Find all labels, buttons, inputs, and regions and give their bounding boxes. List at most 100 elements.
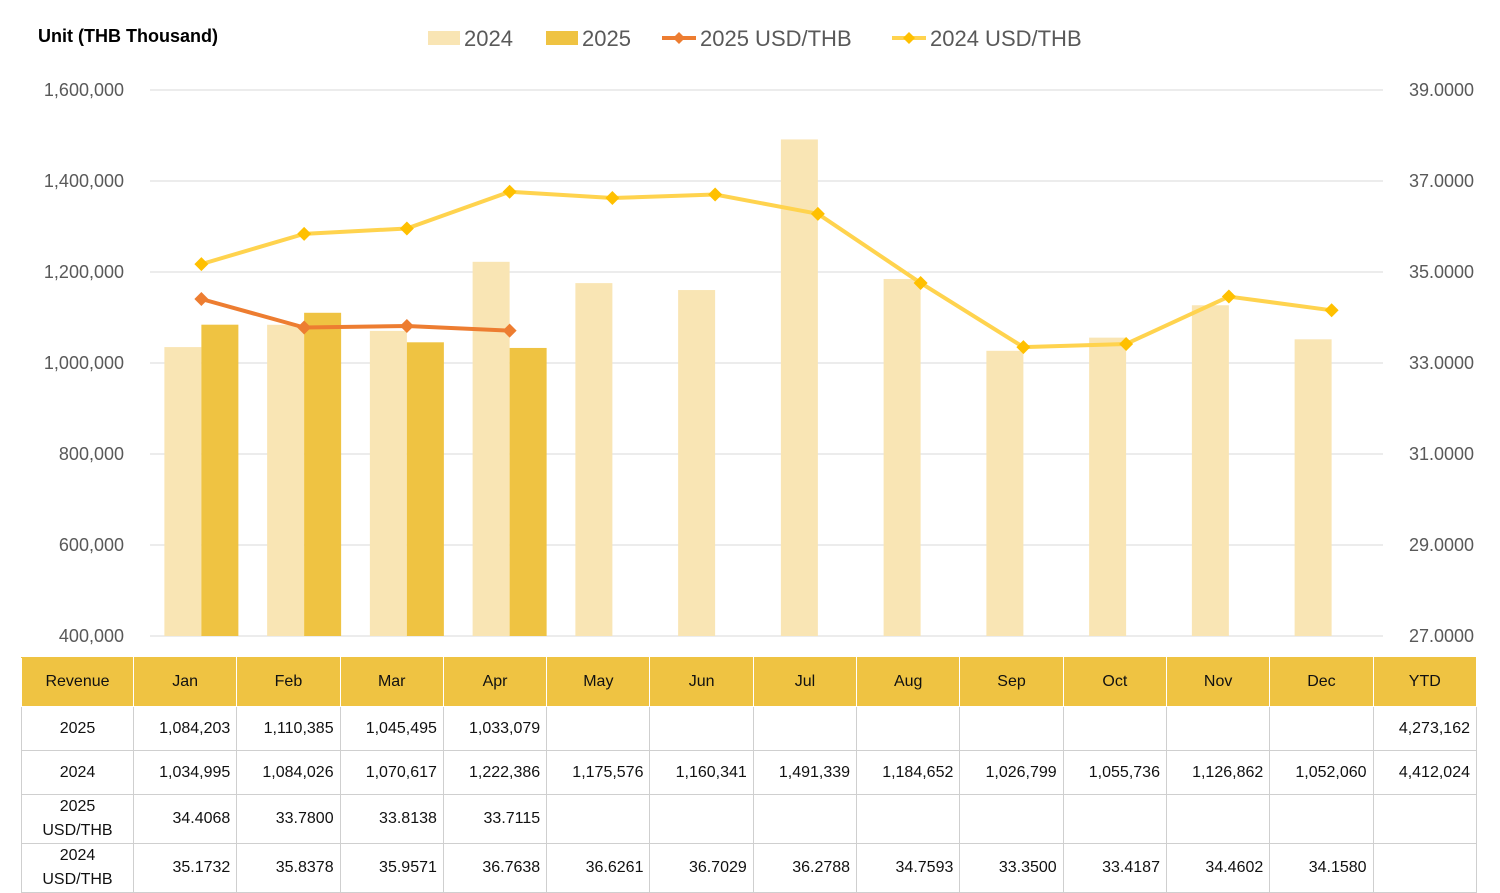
bar-2024-Aug [883, 278, 921, 636]
table-cell: 33.3500 [959, 843, 1064, 893]
table-cell [959, 706, 1064, 751]
y-axis-right: 39.0000 37.0000 35.0000 33.0000 31.0000 29.00… [1409, 80, 1474, 646]
table-cell: 1,491,339 [752, 750, 858, 795]
table-cell [959, 794, 1064, 844]
table-cell: 36.7029 [649, 843, 754, 893]
table-cell: 33.7800 [236, 794, 341, 844]
point-2025 USD/THB-Mar [399, 318, 414, 333]
bar-2024-Jun [678, 290, 716, 636]
point-2025 USD/THB-Jan [194, 291, 209, 306]
table-cell [649, 794, 754, 844]
point-2024 USD/THB-Nov [1221, 289, 1236, 304]
table-header-oct: Oct [1062, 657, 1167, 707]
table-cell [1372, 794, 1478, 844]
table-header-jul: Jul [752, 657, 858, 707]
table-cell: 36.6261 [546, 843, 651, 893]
table-header-revenue: Revenue [21, 657, 134, 707]
y2-tick-label: 29.0000 [1409, 535, 1474, 555]
table-cell: 33.8138 [339, 794, 444, 844]
y2-tick-label: 37.0000 [1409, 171, 1474, 191]
row-label: 2025 USD/THB [21, 794, 134, 844]
point-2025 USD/THB-Feb [297, 320, 312, 335]
table-cell: 34.7593 [856, 843, 961, 893]
table-cell: 4,273,162 [1372, 706, 1478, 751]
table-cell: 33.4187 [1062, 843, 1167, 893]
table-header-jun: Jun [649, 657, 754, 707]
table-cell [546, 794, 651, 844]
point-2024 USD/THB-Jan [194, 257, 209, 272]
bar-2024-Dec [1294, 339, 1332, 636]
table-row: 2025 USD/THB 34.4068 33.7800 33.8138 33.7115 [21, 794, 1478, 844]
point-2024 USD/THB-Apr [502, 184, 517, 199]
y2-tick-label: 31.0000 [1409, 444, 1474, 464]
line-series [194, 184, 1339, 355]
table-cell [1269, 706, 1374, 751]
bar-2024-Jan [164, 347, 202, 636]
table-header-jan: Jan [132, 657, 238, 707]
line-2024 USD/THB [200, 189, 1332, 350]
table-cell: 34.4068 [132, 794, 238, 844]
table-cell: 34.1580 [1269, 843, 1374, 893]
table-cell [752, 794, 858, 844]
table-cell: 33.7115 [442, 794, 548, 844]
bar-2024-Nov [1191, 305, 1229, 636]
table-cell: 1,052,060 [1269, 750, 1374, 795]
revenue-chart: 2024 2025 2025 USD/THB 2024 USD/THB 1,600,0… [44, 26, 1474, 646]
table-cell: 1,034,995 [132, 750, 238, 795]
legend-label: 2024 USD/THB [930, 26, 1082, 51]
table-header-may: May [546, 657, 651, 707]
point-2024 USD/THB-Aug [913, 275, 928, 290]
table-cell: 35.1732 [132, 843, 238, 893]
table-cell: 4,412,024 [1372, 750, 1478, 795]
row-label: 2024 USD/THB [21, 843, 134, 893]
table-cell: 1,160,341 [649, 750, 754, 795]
bar-2024-Feb [267, 324, 305, 636]
bar-2024-Apr [472, 261, 510, 636]
table-cell [1165, 706, 1271, 751]
table-header-aug: Aug [856, 657, 961, 707]
table-cell: 1,070,617 [339, 750, 444, 795]
table-cell: 36.2788 [752, 843, 858, 893]
table-cell: 35.9571 [339, 843, 444, 893]
bar-2025-Apr [509, 347, 547, 636]
point-2024 USD/THB-Feb [297, 226, 312, 241]
table-cell: 34.4602 [1165, 843, 1271, 893]
y-tick-label: 600,000 [59, 535, 124, 555]
table-row: 2025 1,084,203 1,110,385 1,045,495 1,033,079… [21, 706, 1478, 751]
point-2024 USD/THB-Jul [810, 206, 825, 221]
row-label: 2024 [21, 750, 134, 795]
table-row: 2024 USD/THB 35.1732 35.8378 35.9571 36.7638 3… [21, 843, 1478, 893]
bar-2024-Mar [369, 330, 407, 636]
table-header-sep: Sep [959, 657, 1064, 707]
table-cell: 36.7638 [442, 843, 548, 893]
bar-2025-Mar [406, 342, 444, 636]
table-cell: 1,084,203 [132, 706, 238, 751]
bar-2025-Jan [201, 324, 239, 636]
legend-label: 2025 USD/THB [700, 26, 852, 51]
y2-tick-label: 27.0000 [1409, 626, 1474, 646]
point-2024 USD/THB-Jun [708, 187, 723, 202]
bar-2024-Jul [780, 139, 818, 637]
point-2024 USD/THB-Dec [1324, 303, 1339, 318]
y-tick-label: 1,600,000 [44, 80, 124, 100]
gridlines [150, 89, 1383, 637]
y-axis-left: 1,600,000 1,400,000 1,200,000 1,000,000 800,… [44, 80, 124, 646]
bar-2025-Feb [304, 312, 342, 636]
table-cell [856, 794, 961, 844]
table-cell [1372, 843, 1478, 893]
legend-swatch-2024 [428, 31, 460, 45]
table-cell: 1,110,385 [236, 706, 341, 751]
table-cell: 1,084,026 [236, 750, 341, 795]
point-2024 USD/THB-May [605, 191, 620, 206]
table-header-ytd: YTD [1372, 657, 1478, 707]
table-cell: 1,175,576 [546, 750, 651, 795]
revenue-table: Revenue Jan Feb Mar Apr May Jun Jul Aug Sep Oct Nov… [21, 657, 1478, 893]
table-header-dec: Dec [1269, 657, 1374, 707]
table-cell: 1,045,495 [339, 706, 444, 751]
table-cell [649, 706, 754, 751]
table-cell: 1,126,862 [1165, 750, 1271, 795]
table-cell [752, 706, 858, 751]
table-header-nov: Nov [1165, 657, 1271, 707]
unit-label: Unit (THB Thousand) [38, 26, 218, 46]
legend-marker [903, 32, 915, 44]
